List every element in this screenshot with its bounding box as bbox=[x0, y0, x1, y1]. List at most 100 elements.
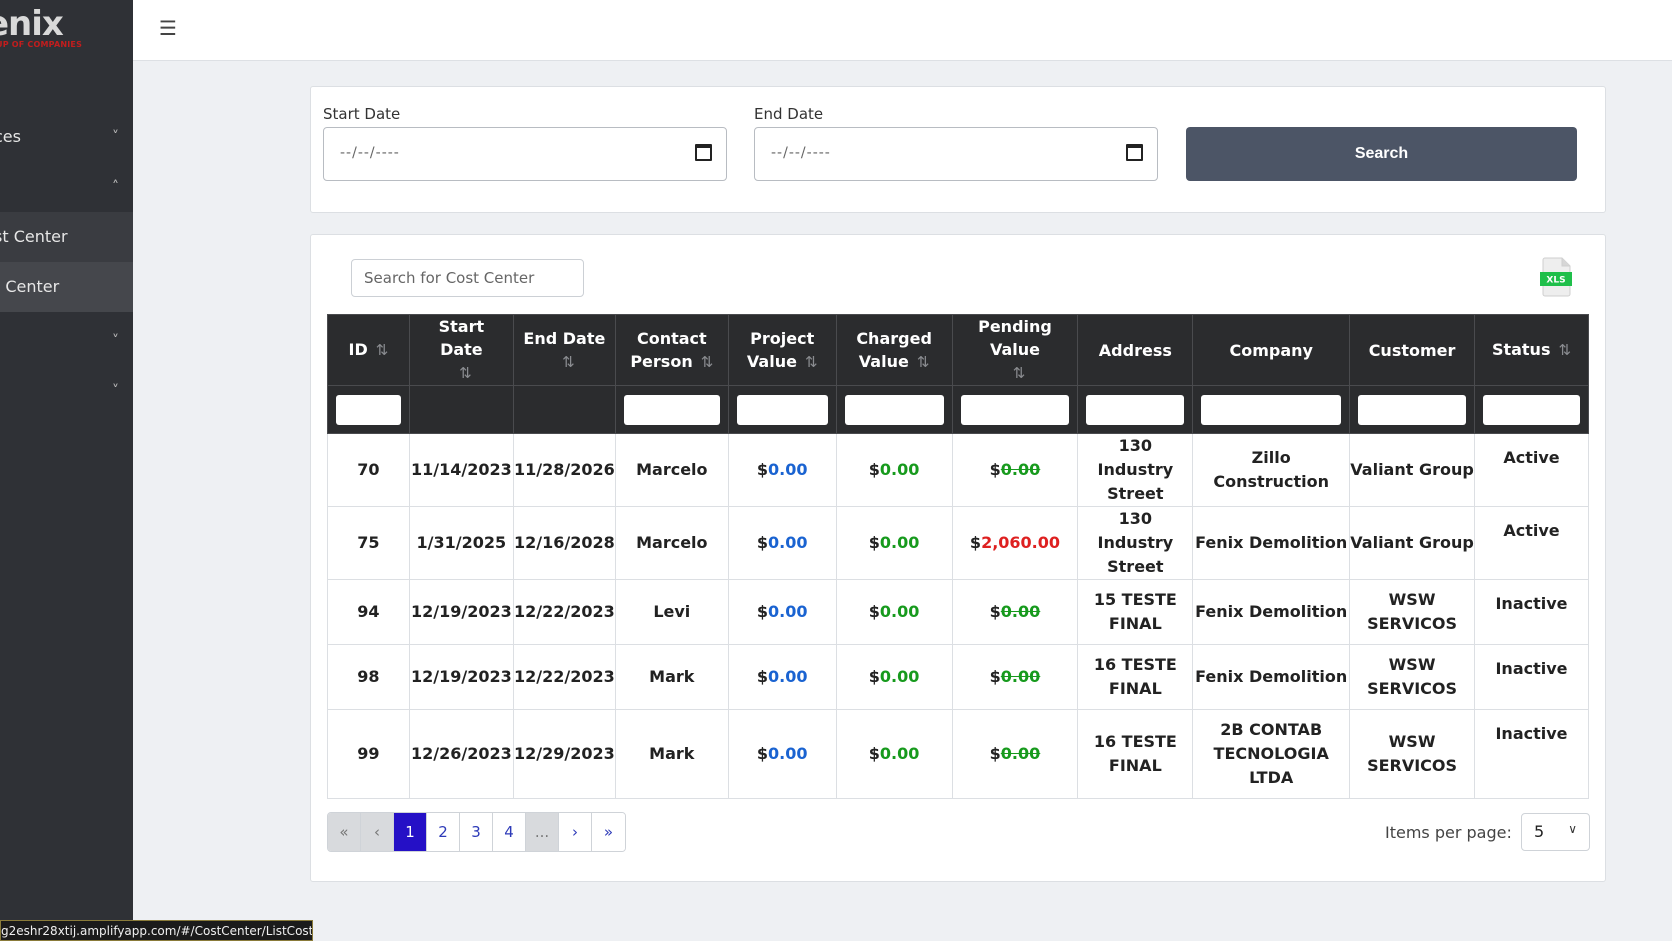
pending-amount: 0.00 bbox=[1000, 667, 1041, 686]
first-page-button[interactable]: « bbox=[328, 813, 361, 851]
col-header-company: Company bbox=[1192, 314, 1351, 386]
next-page-button[interactable]: › bbox=[559, 813, 592, 851]
table-row[interactable]: 75 1/31/2025 12/16/2028 Marcelo $0.00 $0.00 $2… bbox=[327, 506, 1589, 580]
sidebar-item-label: ces bbox=[0, 127, 21, 146]
page-button-2[interactable]: 2 bbox=[427, 813, 460, 851]
charged-amount: 0.00 bbox=[879, 533, 920, 552]
project-amount: 0.00 bbox=[768, 460, 808, 479]
currency-symbol: $ bbox=[756, 460, 769, 479]
filter-input-status[interactable] bbox=[1483, 394, 1580, 425]
sort-icon[interactable]: ⇅ bbox=[700, 352, 714, 371]
project-amount: 0.00 bbox=[768, 667, 808, 686]
col-header-label: Address bbox=[1098, 340, 1172, 360]
pending-amount: 2,060.00 bbox=[981, 533, 1061, 552]
start-date-placeholder: --/--/---- bbox=[340, 145, 400, 161]
cost-center-search-input[interactable]: Search for Cost Center bbox=[351, 259, 584, 297]
start-date-label: Start Date bbox=[323, 105, 401, 123]
col-header-id[interactable]: ID ⇅ bbox=[327, 314, 410, 386]
cell-end: 11/28/2026 bbox=[512, 433, 616, 507]
table-row[interactable]: 70 11/14/2023 11/28/2026 Marcelo $0.00 $0.00 $… bbox=[327, 433, 1589, 507]
col-header-label: Start Date bbox=[438, 317, 485, 359]
cell-status: Active bbox=[1474, 433, 1589, 507]
table-header-row: ID ⇅ Start Date ⇅ End Date ⇅ Contact Person… bbox=[327, 314, 1589, 386]
filter-cell bbox=[512, 385, 616, 434]
sidebar-item-cost-center-group[interactable]: ˄ bbox=[0, 162, 133, 212]
col-header-contact-person[interactable]: Contact Person ⇅ bbox=[614, 314, 729, 386]
cell-project: $0.00 bbox=[727, 644, 837, 710]
table-row[interactable]: 99 12/26/2023 12/29/2023 Mark $0.00 $0.00 $0.0… bbox=[327, 709, 1589, 799]
filter-input-contact-person[interactable] bbox=[623, 394, 720, 425]
pending-amount: 0.00 bbox=[1000, 460, 1041, 479]
menu-toggle-icon[interactable]: ☰ bbox=[159, 16, 177, 40]
sidebar-item-add-cost-center[interactable]: st Center bbox=[0, 212, 133, 262]
col-header-label: Customer bbox=[1368, 340, 1456, 360]
items-per-page-select[interactable]: 5 ∨ bbox=[1521, 813, 1590, 851]
table-row[interactable]: 98 12/19/2023 12/22/2023 Mark $0.00 $0.00 $0.0… bbox=[327, 644, 1589, 710]
cell-pending: $2,060.00 bbox=[951, 506, 1079, 580]
sidebar-item-list-cost-center[interactable]: t Center bbox=[0, 262, 133, 312]
sidebar-item-label: t Center bbox=[0, 277, 60, 296]
table-row[interactable]: 94 12/19/2023 12/22/2023 Levi $0.00 $0.00 $0.0… bbox=[327, 579, 1589, 645]
logo-subtitle: UP OF COMPANIES bbox=[0, 40, 83, 49]
cell-pending: $0.00 bbox=[951, 433, 1079, 507]
page-ellipsis: ... bbox=[526, 813, 559, 851]
cell-contact: Marcelo bbox=[614, 506, 729, 580]
sort-icon[interactable]: ⇅ bbox=[916, 352, 930, 371]
cell-project: $0.00 bbox=[727, 433, 837, 507]
page-button-4[interactable]: 4 bbox=[493, 813, 526, 851]
page-button-1[interactable]: 1 bbox=[394, 813, 427, 851]
filter-input-id[interactable] bbox=[336, 394, 401, 425]
sort-icon[interactable]: ⇅ bbox=[804, 352, 818, 371]
sort-icon[interactable]: ⇅ bbox=[1558, 341, 1572, 359]
chevron-down-icon: ˅ bbox=[112, 129, 119, 145]
company-logo[interactable]: enix UP OF COMPANIES bbox=[0, 0, 133, 61]
page-button-3[interactable]: 3 bbox=[460, 813, 493, 851]
filter-input-customer[interactable] bbox=[1358, 394, 1466, 425]
filter-cell bbox=[1349, 385, 1475, 434]
sidebar-item-services[interactable]: ces ˅ bbox=[0, 112, 133, 162]
col-header-label: End Date bbox=[523, 328, 606, 348]
cell-end: 12/22/2023 bbox=[512, 579, 616, 645]
currency-symbol: $ bbox=[868, 460, 880, 479]
start-date-input[interactable]: --/--/---- bbox=[323, 127, 727, 181]
sidebar-item-collapsed-1[interactable]: ˅ bbox=[0, 316, 133, 366]
search-button[interactable]: Search bbox=[1186, 127, 1577, 181]
col-header-status[interactable]: Status ⇅ bbox=[1474, 314, 1589, 386]
charged-amount: 0.00 bbox=[879, 744, 920, 763]
col-header-label: Pending Value bbox=[978, 317, 1052, 359]
filter-input-address[interactable] bbox=[1086, 394, 1185, 425]
col-header-pending-value[interactable]: Pending Value ⇅ bbox=[951, 314, 1079, 386]
currency-symbol: $ bbox=[868, 602, 880, 621]
sort-icon[interactable]: ⇅ bbox=[375, 341, 389, 359]
col-header-label: Project Value bbox=[746, 328, 815, 371]
col-header-charged-value[interactable]: Charged Value ⇅ bbox=[835, 314, 953, 386]
browser-status-url: g2eshr28xtij.amplifyapp.com/#/CostCenter… bbox=[0, 920, 313, 941]
xls-export-icon[interactable]: XLS bbox=[1540, 257, 1572, 297]
sort-icon[interactable]: ⇅ bbox=[1012, 364, 1026, 382]
sort-icon[interactable]: ⇅ bbox=[459, 364, 472, 382]
filter-input-charged-value[interactable] bbox=[844, 394, 944, 425]
calendar-icon[interactable] bbox=[1126, 144, 1143, 161]
filter-input-pending-value[interactable] bbox=[960, 394, 1070, 425]
filter-input-company[interactable] bbox=[1201, 394, 1342, 425]
filter-input-project-value[interactable] bbox=[736, 394, 828, 425]
col-header-address: Address bbox=[1077, 314, 1194, 386]
sort-icon[interactable]: ⇅ bbox=[562, 352, 575, 371]
calendar-icon[interactable] bbox=[695, 144, 712, 161]
col-header-start-date[interactable]: Start Date ⇅ bbox=[408, 314, 514, 386]
xls-label: XLS bbox=[1546, 276, 1565, 286]
col-header-end-date[interactable]: End Date ⇅ bbox=[512, 314, 616, 386]
cell-status: Inactive bbox=[1474, 644, 1589, 710]
previous-page-button[interactable]: ‹ bbox=[361, 813, 394, 851]
end-date-input[interactable]: --/--/---- bbox=[754, 127, 1158, 181]
sidebar-item-label: st Center bbox=[0, 227, 68, 246]
col-header-project-value[interactable]: Project Value ⇅ bbox=[727, 314, 837, 386]
pending-amount: 0.00 bbox=[1000, 744, 1041, 763]
table-filter-row bbox=[327, 385, 1589, 434]
cell-address: 15 TESTE FINAL bbox=[1077, 579, 1194, 645]
cell-start: 12/19/2023 bbox=[408, 579, 514, 645]
last-page-button[interactable]: » bbox=[592, 813, 625, 851]
sidebar-item-collapsed-2[interactable]: ˅ bbox=[0, 366, 133, 416]
filter-cell bbox=[1192, 385, 1351, 434]
cost-center-table: ID ⇅ Start Date ⇅ End Date ⇅ Contact Person… bbox=[327, 314, 1589, 799]
